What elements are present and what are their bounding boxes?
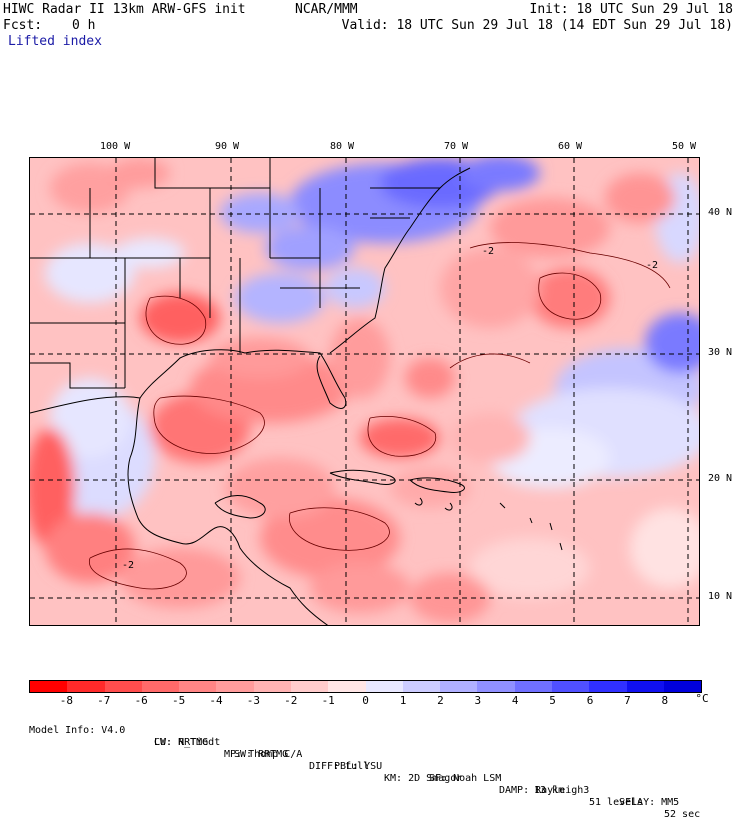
footer-line-2: LW: RRTMG SW: RRTMG DIFF: full KM: 2D Sm… bbox=[29, 725, 709, 809]
colorbar-tick-label: -2 bbox=[284, 694, 298, 707]
colorbar-swatch bbox=[216, 681, 254, 692]
colorbar-tick-label: -6 bbox=[134, 694, 148, 707]
longwave-scheme: LW: RRTMG bbox=[154, 737, 209, 748]
model-org: NCAR/MMM bbox=[295, 2, 358, 17]
coastlines bbox=[30, 158, 563, 625]
eddy-coefficient: KM: 2D Smagor bbox=[384, 773, 463, 784]
colorbar-swatch bbox=[290, 681, 329, 692]
contour-label: -2 bbox=[646, 260, 658, 271]
colorbar-swatch bbox=[365, 681, 403, 692]
colorbar-tick-label: 3 bbox=[474, 694, 482, 707]
chart-title: HIWC Radar II 13km ARW-GFS init bbox=[3, 2, 246, 17]
colorbar-swatch bbox=[67, 681, 105, 692]
colorbar-tick-label: 2 bbox=[437, 694, 444, 707]
lat-label-10n: 10 N bbox=[708, 591, 733, 602]
lat-label-40n: 40 N bbox=[708, 207, 733, 218]
colorbar-tick-label: -7 bbox=[97, 694, 111, 707]
lon-label-70w: 70 W bbox=[444, 141, 469, 152]
forecast-label: Fcst: bbox=[3, 18, 43, 33]
lat-label-30n: 30 N bbox=[708, 347, 733, 358]
colorbar-swatch bbox=[30, 681, 68, 692]
lifted-index-colorbar bbox=[29, 680, 703, 693]
colorbar-swatch bbox=[179, 681, 217, 692]
colorbar-unit: °C bbox=[695, 692, 709, 705]
colorbar-tick-label: 8 bbox=[661, 694, 669, 707]
forecast-hour: 0 h bbox=[72, 18, 96, 33]
colorbar-tick-label: 6 bbox=[586, 694, 594, 707]
colorbar-tick-label: 5 bbox=[549, 694, 556, 707]
colorbar-swatch bbox=[551, 681, 590, 692]
contour-lines bbox=[89, 242, 671, 590]
colorbar-swatch bbox=[141, 681, 180, 692]
colorbar-swatch bbox=[402, 681, 441, 692]
contour-label: -2 bbox=[122, 560, 134, 571]
lat-label-20n: 20 N bbox=[708, 473, 733, 484]
contour-label: -2 bbox=[482, 246, 494, 257]
colorbar-swatch bbox=[328, 681, 366, 692]
valid-time: Valid: 18 UTC Sun 29 Jul 18 (14 EDT Sun … bbox=[341, 18, 733, 33]
colorbar-swatch bbox=[663, 681, 702, 692]
colorbar-tick-label: -4 bbox=[209, 694, 223, 707]
lon-label-90w: 90 W bbox=[215, 141, 240, 152]
surface-layer: SFLAY: MM5 bbox=[619, 797, 680, 808]
timestep: 52 sec bbox=[664, 809, 701, 820]
map-canvas: -2 -2 -2 bbox=[30, 158, 699, 625]
lifted-index-map: -2 -2 -2 bbox=[29, 157, 700, 626]
colorbar-tick-label: 1 bbox=[399, 694, 407, 707]
model-info: Model Info: V4.0 bbox=[29, 725, 126, 736]
colorbar-tick-label: 0 bbox=[362, 694, 369, 707]
colorbar-tick-label: -5 bbox=[171, 694, 186, 707]
colorbar-swatch bbox=[104, 681, 142, 692]
damping-option: DAMP: Rayleigh3 bbox=[499, 785, 590, 796]
lon-label-100w: 100 W bbox=[100, 141, 131, 152]
lon-label-50w: 50 W bbox=[672, 141, 697, 152]
init-time: Init: 18 UTC Sun 29 Jul 18 bbox=[529, 2, 734, 17]
colorbar-swatch bbox=[589, 681, 627, 692]
colorbar-tick-label: 7 bbox=[624, 694, 631, 707]
diffusion-option: DIFF: full bbox=[309, 761, 370, 772]
colorbar-swatch bbox=[440, 681, 478, 692]
lat-lon-grid bbox=[30, 158, 699, 625]
field-shading bbox=[30, 158, 699, 623]
colorbar-tick-label: -8 bbox=[59, 694, 74, 707]
colorbar-swatch bbox=[626, 681, 664, 692]
colorbar-tick-label: -3 bbox=[246, 694, 261, 707]
field-name: Lifted index bbox=[8, 34, 102, 49]
lon-label-60w: 60 W bbox=[558, 141, 583, 152]
lon-label-80w: 80 W bbox=[330, 141, 355, 152]
shortwave-scheme: SW: RRTMG bbox=[234, 749, 289, 760]
colorbar-tick-label: 4 bbox=[511, 694, 519, 707]
colorbar-tick-label: -1 bbox=[321, 694, 335, 707]
colorbar-swatch bbox=[514, 681, 552, 692]
colorbar-swatch bbox=[253, 681, 291, 692]
colorbar-swatch bbox=[477, 681, 515, 692]
